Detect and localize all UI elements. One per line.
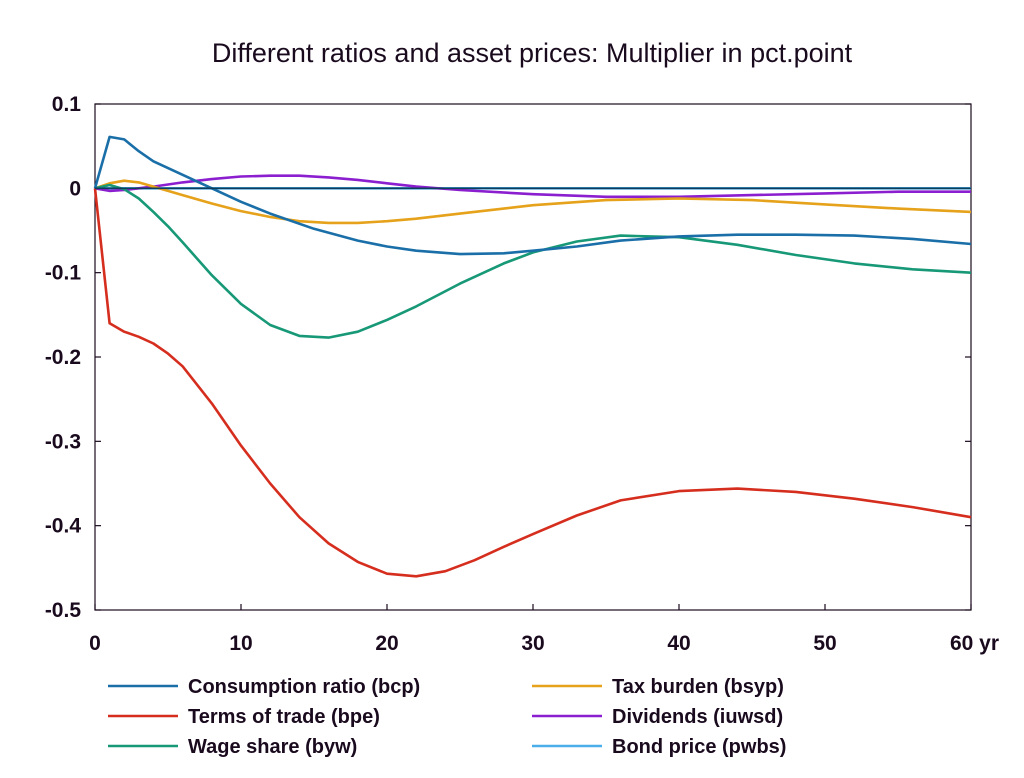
legend-label: Bond price (pwbs) bbox=[612, 736, 786, 758]
legend-label: Wage share (byw) bbox=[188, 736, 357, 758]
y-tick-label: -0.2 bbox=[45, 346, 81, 369]
x-tick-label: 10 bbox=[229, 632, 252, 655]
y-tick-label: -0.4 bbox=[45, 515, 82, 538]
legend-label: Tax burden (bsyp) bbox=[612, 676, 784, 698]
series-lines bbox=[93, 135, 972, 578]
x-tick-label: 50 bbox=[813, 632, 836, 655]
legend-label: Terms of trade (bpe) bbox=[188, 706, 380, 728]
x-axis: 0 10 20 30 40 50 60 yr bbox=[89, 604, 999, 655]
legend-item: Terms of trade (bpe) bbox=[108, 706, 380, 728]
legend: Consumption ratio (bcp) Tax burden (bsyp)… bbox=[108, 676, 786, 758]
series-line-4 bbox=[94, 174, 971, 199]
x-tick-label: 60 yr bbox=[950, 632, 999, 655]
legend-label: Dividends (iuwsd) bbox=[612, 706, 783, 728]
y-tick-label: -0.3 bbox=[45, 430, 81, 453]
y-tick-label: 0 bbox=[69, 177, 81, 200]
legend-label: Consumption ratio (bcp) bbox=[188, 676, 420, 698]
x-tick-label: 20 bbox=[375, 632, 398, 655]
series-line-0 bbox=[93, 135, 972, 256]
series-line-1 bbox=[93, 188, 972, 578]
legend-item: Wage share (byw) bbox=[108, 736, 357, 758]
y-tick-label: -0.5 bbox=[45, 599, 82, 622]
x-tick-label: 40 bbox=[667, 632, 690, 655]
chart-title: Different ratios and asset prices: Multi… bbox=[212, 38, 853, 68]
x-tick-label: 30 bbox=[521, 632, 544, 655]
y-axis: 0.1 0 -0.1 -0.2 -0.3 -0.4 -0.5 bbox=[45, 93, 971, 622]
legend-item: Consumption ratio (bcp) bbox=[108, 676, 420, 698]
x-tick-label: 0 bbox=[89, 632, 101, 655]
legend-item: Bond price (pwbs) bbox=[532, 736, 786, 758]
y-tick-label: 0.1 bbox=[52, 93, 82, 116]
series-line-3 bbox=[94, 179, 972, 225]
legend-item: Tax burden (bsyp) bbox=[532, 676, 784, 698]
y-tick-label: -0.1 bbox=[45, 262, 82, 285]
legend-item: Dividends (iuwsd) bbox=[532, 706, 783, 728]
series-line-2 bbox=[94, 183, 972, 339]
